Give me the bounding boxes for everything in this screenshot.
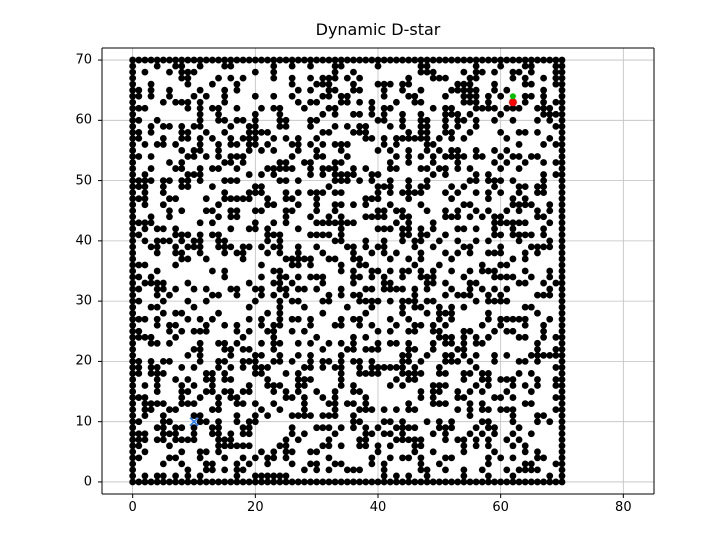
chart-title: Dynamic D-star: [102, 20, 654, 39]
y-tick-label: 20: [64, 354, 92, 369]
figure: Dynamic D-star 0 20 40 60 80 0 10 20 30 40 50 60 70: [0, 0, 708, 554]
y-tick-label: 50: [64, 173, 92, 188]
y-tick-label: 60: [64, 113, 92, 128]
scatter-plot: [102, 48, 654, 494]
x-tick-label: 40: [370, 500, 387, 515]
axes: Dynamic D-star 020406080010203040506070: [102, 48, 654, 494]
x-tick-label: 60: [492, 500, 509, 515]
goal-marker: [509, 98, 517, 106]
x-tick-label: 80: [615, 500, 632, 515]
x-tick-label: 20: [247, 500, 264, 515]
y-tick-label: 10: [64, 414, 92, 429]
goal2-marker: [510, 93, 516, 99]
y-tick-label: 70: [64, 53, 92, 68]
y-tick-label: 0: [64, 474, 92, 489]
y-tick-label: 30: [64, 294, 92, 309]
x-tick-label: 0: [129, 500, 137, 515]
y-tick-label: 40: [64, 233, 92, 248]
